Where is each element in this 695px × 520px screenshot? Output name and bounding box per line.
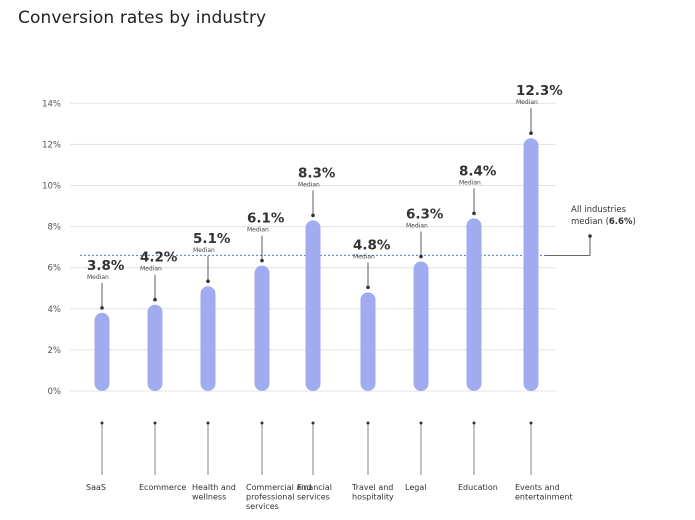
annotation-dot bbox=[206, 279, 210, 283]
category-tick-dot bbox=[153, 421, 157, 425]
bars bbox=[94, 138, 539, 391]
value-label: 4.2% bbox=[140, 250, 178, 266]
y-tick-label: 6% bbox=[48, 264, 62, 274]
reference-label-line1: All industries bbox=[571, 205, 627, 215]
bar bbox=[523, 138, 539, 391]
category-label: SaaS bbox=[86, 483, 106, 492]
value-label: 3.8% bbox=[87, 258, 125, 274]
category-tick-dot bbox=[311, 421, 315, 425]
category-tick-dot bbox=[366, 421, 370, 425]
category-label: Legal bbox=[405, 483, 426, 492]
annotation-dot bbox=[529, 131, 533, 136]
annotation-dot bbox=[311, 213, 315, 218]
median-label: Median bbox=[459, 179, 481, 186]
reference-leader bbox=[545, 237, 591, 256]
median-label: Median bbox=[516, 99, 538, 106]
annotation-dot bbox=[366, 285, 370, 290]
median-label: Median bbox=[247, 227, 269, 234]
category-label: Commercial and bbox=[246, 483, 311, 492]
category-label: services bbox=[246, 502, 279, 511]
value-label: 8.4% bbox=[459, 163, 497, 179]
annotation-dot bbox=[100, 306, 104, 310]
category-tick-dot bbox=[419, 421, 423, 425]
value-label: 4.8% bbox=[353, 237, 391, 253]
bar bbox=[254, 265, 270, 391]
median-label: Median bbox=[87, 274, 109, 281]
bar bbox=[466, 218, 482, 391]
median-label: Median bbox=[193, 247, 215, 254]
annotation-dot bbox=[260, 258, 264, 263]
y-tick-label: 8% bbox=[48, 223, 62, 233]
value-label: 12.3% bbox=[516, 83, 563, 99]
y-tick-label: 12% bbox=[42, 140, 61, 150]
bar bbox=[200, 286, 216, 391]
category-label: hospitality bbox=[352, 493, 394, 502]
category-label: professional bbox=[246, 493, 294, 502]
annotation-dot bbox=[472, 211, 476, 216]
category-label: Travel and bbox=[351, 483, 393, 492]
category-label: Education bbox=[458, 483, 498, 492]
value-label: 5.1% bbox=[193, 231, 231, 247]
category-tick-dot bbox=[260, 421, 264, 425]
reference-label-line2: median (6.6%) bbox=[571, 217, 636, 227]
category-tick-dot bbox=[472, 421, 476, 425]
median-label: Median bbox=[406, 223, 428, 230]
bar bbox=[360, 292, 376, 391]
category-label: Ecommerce bbox=[139, 483, 186, 492]
category-tick-dot bbox=[529, 421, 533, 425]
bar bbox=[413, 261, 429, 391]
value-label: 6.1% bbox=[247, 211, 285, 227]
value-label: 6.3% bbox=[406, 207, 444, 223]
median-label: Median bbox=[140, 266, 162, 273]
category-label: Health and bbox=[192, 483, 236, 492]
annotation-dot bbox=[153, 297, 157, 302]
y-tick-label: 14% bbox=[42, 99, 61, 109]
bar bbox=[305, 220, 321, 391]
category-label: Financial bbox=[297, 483, 332, 492]
y-tick-label: 2% bbox=[48, 346, 62, 356]
median-label: Median bbox=[298, 181, 320, 188]
bar bbox=[147, 304, 163, 391]
y-axis-ticks: 0% 2% 4% 6% 8% 10% 12% 14% bbox=[42, 99, 61, 397]
chart-title: Conversion rates by industry bbox=[18, 8, 267, 28]
median-label: Median bbox=[353, 253, 375, 260]
reference-dot bbox=[588, 234, 592, 238]
bar bbox=[94, 312, 110, 391]
y-tick-label: 4% bbox=[48, 305, 62, 315]
category-tick-dot bbox=[206, 421, 210, 425]
category-label: entertainment bbox=[515, 493, 573, 502]
annotation-dot bbox=[419, 254, 423, 259]
category-label: Events and bbox=[515, 483, 560, 492]
category-label: services bbox=[297, 493, 330, 502]
category-label: wellness bbox=[192, 493, 226, 502]
value-annotations: 3.8%Median4.2%Median5.1%Median6.1%Median… bbox=[87, 83, 563, 310]
category-tick-dot bbox=[100, 421, 104, 425]
y-tick-label: 10% bbox=[42, 182, 61, 192]
y-tick-label: 0% bbox=[48, 387, 62, 397]
value-label: 8.3% bbox=[298, 165, 336, 181]
